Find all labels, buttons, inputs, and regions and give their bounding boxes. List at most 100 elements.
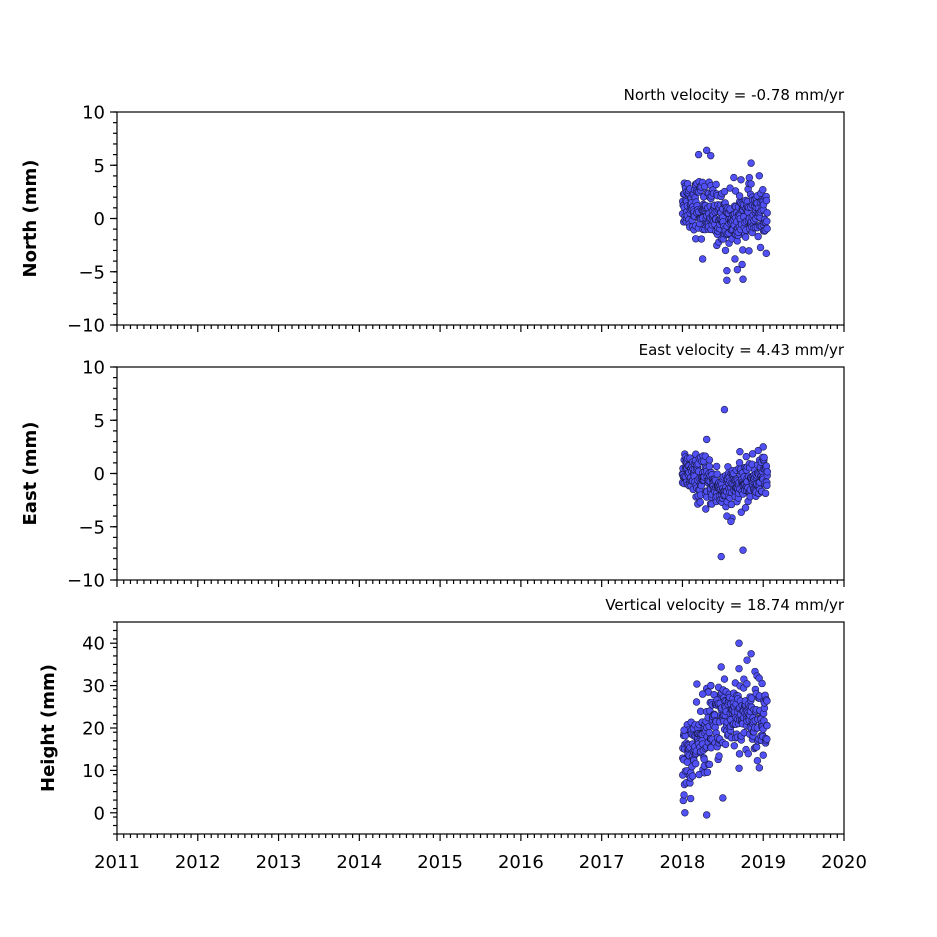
y-tick-label: 20	[82, 719, 105, 740]
data-point	[731, 187, 740, 195]
data-point	[739, 275, 747, 283]
data-point	[744, 749, 752, 758]
data-point	[730, 173, 738, 182]
height-points	[679, 639, 771, 819]
data-point	[758, 679, 766, 688]
data-point	[723, 276, 731, 284]
data-point	[723, 266, 731, 275]
data-point	[698, 690, 707, 698]
x-tick-label: 2020	[821, 852, 867, 873]
data-point	[762, 196, 771, 205]
data-point	[702, 811, 711, 819]
data-point	[745, 247, 753, 255]
data-point	[763, 209, 771, 217]
data-point	[760, 453, 768, 462]
data-point	[747, 180, 755, 188]
data-point	[733, 265, 742, 274]
data-point	[723, 512, 731, 520]
data-point	[735, 192, 744, 200]
data-point	[715, 752, 723, 760]
y-tick-label: 5	[94, 156, 105, 177]
data-point	[741, 233, 750, 241]
data-point	[717, 552, 725, 561]
data-point	[761, 489, 770, 498]
data-point	[703, 768, 712, 776]
panel-east: −10 −5 0 5 10 East (mm) East velocity = 4.43 m…	[20, 341, 845, 592]
y-tick-label: 5	[94, 411, 105, 432]
data-point	[763, 481, 771, 490]
y-tick-label: 40	[82, 634, 105, 655]
data-point	[763, 217, 771, 225]
y-tick-label: 0	[94, 464, 105, 485]
x-tick-label: 2019	[740, 852, 786, 873]
data-point	[713, 470, 721, 478]
data-point	[720, 187, 729, 196]
y-tick-label: −5	[78, 262, 105, 283]
data-point	[737, 508, 745, 516]
data-point	[721, 740, 730, 749]
data-point	[752, 743, 761, 751]
x-tick-label: 2016	[498, 852, 544, 873]
north-points	[678, 146, 771, 284]
data-point	[759, 443, 767, 451]
data-point	[747, 159, 755, 167]
data-point	[754, 446, 762, 455]
data-point	[747, 650, 755, 658]
panel-height: 0 10 20 30 40 Height (mm) Vertical velocity = …	[38, 596, 845, 841]
data-point	[735, 459, 744, 467]
data-point	[742, 452, 750, 461]
height-y-axis-label: Height (mm)	[38, 664, 59, 792]
data-point	[688, 772, 697, 780]
data-point	[763, 697, 771, 705]
data-point	[702, 435, 711, 444]
east-y-axis-label: East (mm)	[20, 422, 41, 526]
x-tick-label: 2013	[256, 852, 302, 873]
east-points	[678, 405, 772, 561]
y-tick-label: 0	[94, 803, 105, 824]
data-point	[705, 456, 714, 464]
data-point	[735, 639, 743, 647]
data-point	[736, 447, 744, 456]
x-tick-label: 2011	[94, 852, 140, 873]
y-tick-label: 30	[82, 676, 105, 697]
data-point	[702, 146, 711, 155]
data-point	[707, 681, 715, 690]
data-point	[745, 173, 754, 182]
data-point	[743, 656, 751, 664]
x-tick-label: 2015	[417, 852, 463, 873]
y-tick-label: −5	[78, 517, 105, 538]
data-point	[721, 246, 730, 255]
data-point	[681, 809, 689, 817]
data-point	[739, 246, 747, 254]
data-point	[705, 728, 714, 737]
x-tick-label: 2017	[579, 852, 625, 873]
data-point	[712, 180, 720, 189]
data-point	[739, 546, 747, 554]
data-point	[730, 742, 738, 750]
y-tick-label: 10	[82, 358, 105, 379]
data-point	[755, 172, 763, 180]
y-tick-label: 10	[82, 761, 105, 782]
data-point	[743, 680, 751, 688]
data-point	[748, 450, 757, 458]
north-velocity-title: North velocity = -0.78 mm/yr	[624, 86, 845, 104]
x-tick-label: 2012	[175, 852, 221, 873]
data-point	[694, 150, 703, 159]
data-point	[693, 680, 701, 688]
data-point	[680, 726, 688, 734]
data-point	[680, 791, 688, 799]
height-axes-frame	[116, 621, 845, 835]
data-point	[763, 735, 771, 743]
data-point	[702, 505, 710, 513]
data-point	[705, 462, 714, 471]
data-point	[738, 260, 746, 269]
data-point	[762, 249, 771, 258]
data-point	[697, 235, 706, 243]
data-point	[692, 759, 700, 768]
data-point	[737, 176, 745, 184]
data-point	[686, 794, 695, 803]
data-point	[741, 504, 750, 512]
y-tick-label: 0	[94, 209, 105, 230]
data-point	[763, 721, 771, 730]
